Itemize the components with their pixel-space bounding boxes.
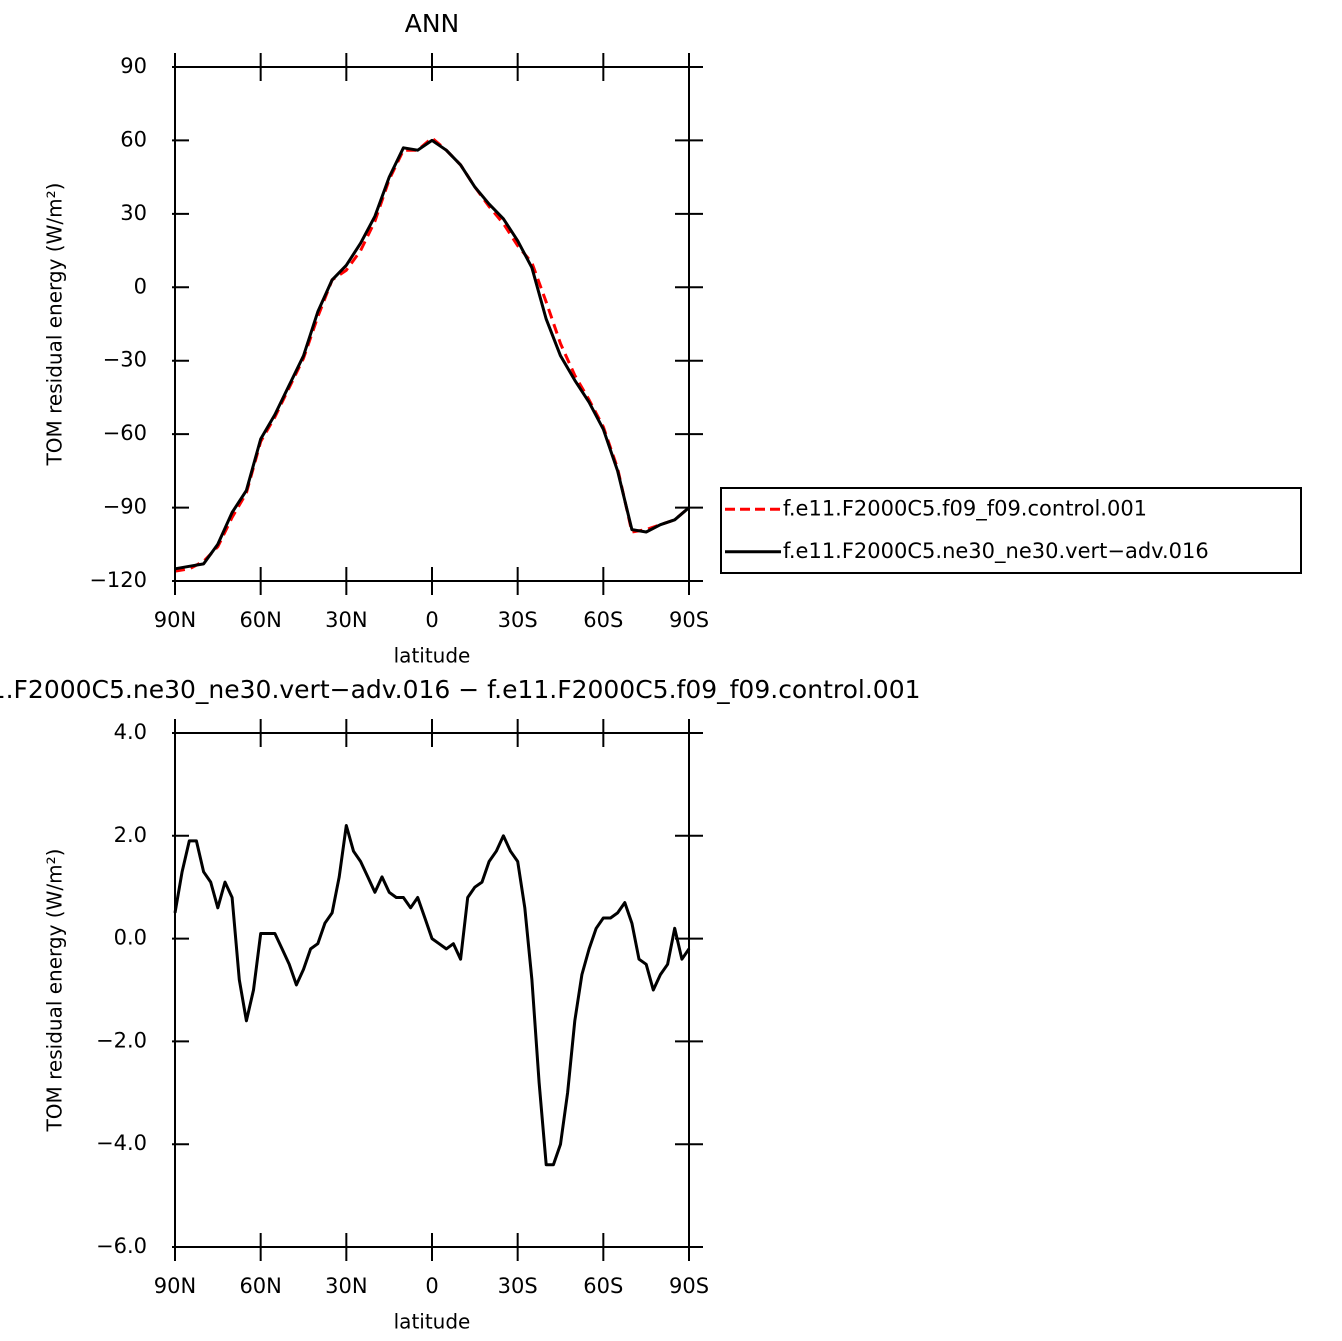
y-tick-label: 90 [120,54,147,78]
legend-label: f.e11.F2000C5.f09_f09.control.001 [783,496,1147,521]
x-tick-label: 0 [425,1274,438,1298]
x-tick-label: 30N [325,1274,367,1298]
y-tick-label: 0.0 [114,926,147,950]
x-tick-label: 90N [154,608,196,632]
data-line [173,824,691,1167]
x-tick-label: 0 [425,608,438,632]
y-tick-label: 4.0 [114,720,147,744]
y-tick-label: 60 [120,127,147,151]
x-tick-label: 30S [498,1274,538,1298]
y-tick-label: −120 [89,568,147,592]
x-tick-label: 60N [239,608,281,632]
x-tick-label: 30S [498,608,538,632]
y-tick-label: 30 [120,201,147,225]
x-axis-label: latitude [394,644,471,668]
data-line [174,138,690,571]
data-line [174,136,690,573]
y-tick-label: −4.0 [96,1131,147,1155]
y-tick-label: 2.0 [114,823,147,847]
y-axis-label: TOM residual energy (W/m²) [43,849,67,1133]
y-tick-label: −6.0 [96,1234,147,1258]
plot-frame [174,732,690,1248]
y-tick-label: −90 [103,495,147,519]
x-tick-label: 90N [154,1274,196,1298]
chart-title: f.e11.F2000C5.ne30_ne30.vert−adv.016 − f… [0,675,921,704]
x-tick-label: 60S [583,608,623,632]
legend-label: f.e11.F2000C5.ne30_ne30.vert−adv.016 [783,539,1209,564]
plot-frame [174,66,690,582]
y-tick-label: −30 [103,348,147,372]
y-axis-label: TOM residual energy (W/m²) [43,183,67,467]
x-tick-label: 30N [325,608,367,632]
y-tick-label: −60 [103,421,147,445]
x-axis-label: latitude [394,1310,471,1334]
x-tick-label: 90S [669,608,709,632]
y-tick-label: 0 [134,274,147,298]
y-tick-label: −2.0 [96,1028,147,1052]
x-tick-label: 90S [669,1274,709,1298]
x-tick-label: 60S [583,1274,623,1298]
chart-title: ANN [405,9,460,38]
legend-box [720,487,1302,574]
x-tick-label: 60N [239,1274,281,1298]
